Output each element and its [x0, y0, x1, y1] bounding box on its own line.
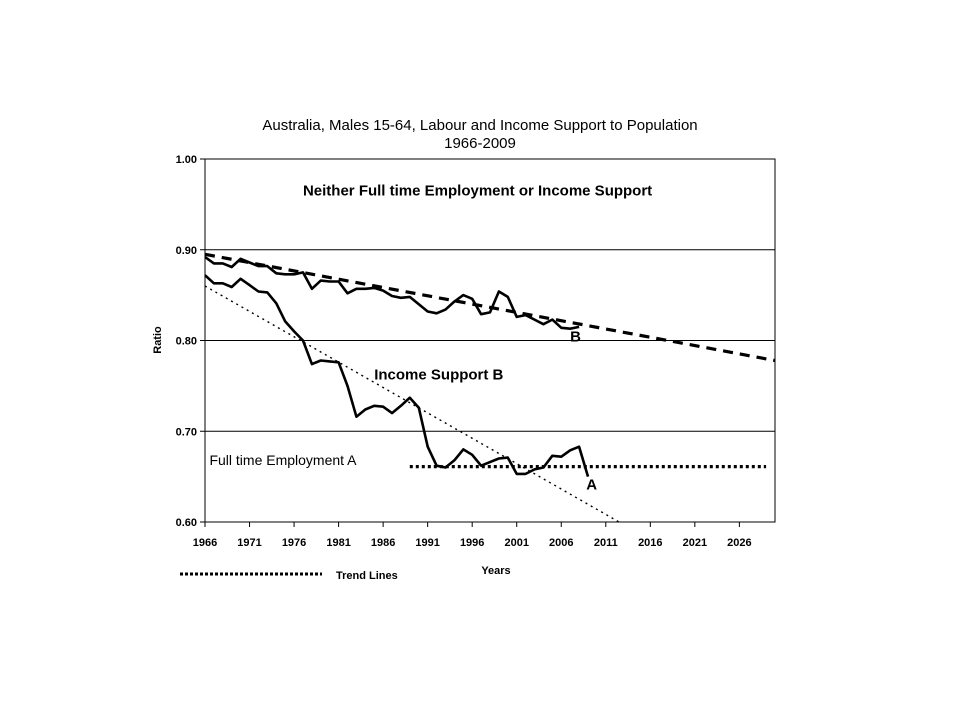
gridlines: [205, 249, 775, 432]
x-tick-label: 1966: [193, 537, 217, 549]
x-tick-label: 1976: [282, 537, 306, 549]
annotation-3: B: [570, 328, 581, 345]
series-line-B: [204, 255, 580, 331]
x-tick-label: 1971: [237, 537, 261, 549]
x-tick-label: 2026: [727, 537, 751, 549]
annotations: Neither Full time Employment or Income S…: [209, 182, 652, 493]
x-tick-label: 1996: [460, 537, 484, 549]
chart-title: Australia, Males 15-64, Labour and Incom…: [262, 117, 697, 134]
data-series: [204, 255, 590, 477]
x-tick-label: 2006: [549, 537, 573, 549]
y-axis-ticks: 0.60 0.70 0.80 0.90 1.00: [176, 154, 205, 529]
annotation-1: Income Support B: [374, 367, 503, 384]
y-axis-label: Ratio: [152, 326, 164, 354]
x-axis-label: Years: [481, 565, 510, 577]
legend: Trend Lines: [180, 570, 398, 582]
trend-line-2: [204, 252, 776, 363]
y-tick-label: 1.00: [176, 154, 197, 166]
x-tick-label: 2011: [594, 537, 618, 549]
trend-lines: [204, 252, 776, 523]
series-line-A: [204, 274, 590, 477]
x-tick-label: 1981: [326, 537, 350, 549]
y-tick-label: 0.80: [176, 336, 197, 348]
trend-line-3: [204, 285, 620, 523]
annotation-0: Neither Full time Employment or Income S…: [303, 182, 652, 199]
x-tick-label: 1986: [371, 537, 395, 549]
annotation-4: A: [586, 476, 597, 493]
x-tick-label: 2021: [683, 537, 707, 549]
x-tick-label: 2001: [504, 537, 528, 549]
annotation-2: Full time Employment A: [209, 452, 357, 468]
y-tick-label: 0.70: [176, 426, 197, 438]
y-tick-label: 0.90: [176, 245, 197, 257]
y-tick-label: 0.60: [176, 517, 197, 529]
x-tick-label: 1991: [415, 537, 439, 549]
chart-subtitle: 1966-2009: [444, 135, 516, 152]
legend-label: Trend Lines: [336, 570, 398, 582]
x-axis-ticks: 1966 1971 1976 1981 1986 1991 1996 2001 2006 2011…: [193, 522, 752, 549]
x-tick-label: 2016: [638, 537, 662, 549]
